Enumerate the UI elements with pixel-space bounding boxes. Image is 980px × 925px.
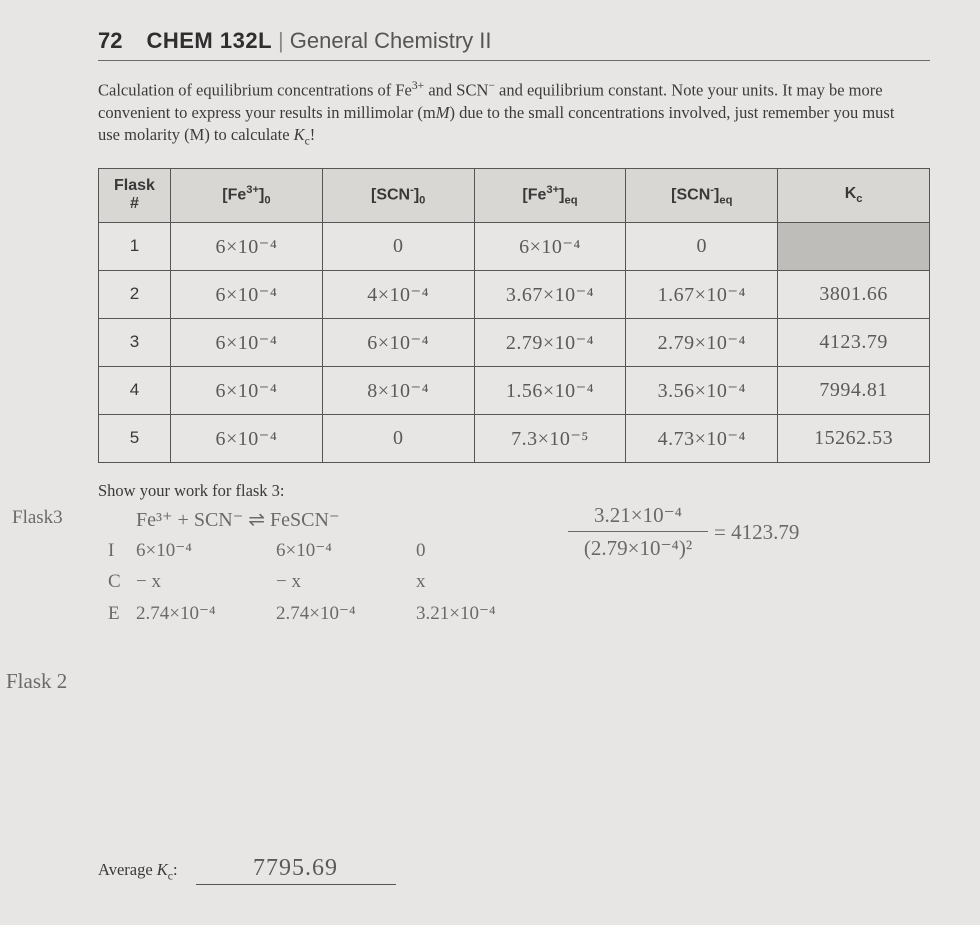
worksheet-page: 72 CHEM 132L | General Chemistry II Calc…: [0, 0, 980, 925]
reaction-equation: Fe³⁺ + SCN⁻ ⇌ FeSCN⁻: [136, 505, 930, 536]
flask-num: 3: [99, 318, 171, 366]
cell-scn0: 0: [322, 414, 474, 462]
ice-c-p: x: [416, 567, 556, 596]
kc-calculation: 3.21×10⁻⁴ (2.79×10⁻⁴)² = 4123.79: [568, 499, 799, 565]
col-flask: Flask#: [99, 168, 171, 222]
margin-note-flask3: Flask3: [12, 503, 63, 532]
cell-kc-shaded: [778, 222, 930, 270]
cell-scneq: 0: [626, 222, 778, 270]
table-header-row: Flask# [Fe3+]0 [SCN-]0 [Fe3+]eq [SCN-]eq…: [99, 168, 930, 222]
col-scneq: [SCN-]eq: [626, 168, 778, 222]
cell-kc: 3801.66: [778, 270, 930, 318]
ice-e-label: E: [108, 599, 136, 628]
course-code: CHEM 132L: [146, 28, 272, 54]
ice-i-label: I: [108, 536, 136, 565]
equilibrium-table: Flask# [Fe3+]0 [SCN-]0 [Fe3+]eq [SCN-]eq…: [98, 168, 930, 463]
cell-fe0: 6×10⁻⁴: [171, 270, 323, 318]
table-row: 1 6×10⁻⁴ 0 6×10⁻⁴ 0: [99, 222, 930, 270]
course-title: General Chemistry II: [290, 28, 492, 54]
flask-num: 1: [99, 222, 171, 270]
col-feeq: [Fe3+]eq: [474, 168, 626, 222]
show-work-label: Show your work for flask 3:: [98, 481, 930, 501]
margin-note-flask2: Flask 2: [6, 665, 67, 698]
table-row: 5 6×10⁻⁴ 0 7.3×10⁻⁵ 4.73×10⁻⁴ 15262.53: [99, 414, 930, 462]
ice-i-scn: 6×10⁻⁴: [276, 536, 416, 565]
ice-table: I 6×10⁻⁴ 6×10⁻⁴ 0 C − x − x x E 2.74×10⁻…: [108, 536, 930, 628]
flask-num: 5: [99, 414, 171, 462]
kc-denominator: (2.79×10⁻⁴)²: [584, 532, 692, 565]
cell-feeq: 6×10⁻⁴: [474, 222, 626, 270]
cell-scn0: 8×10⁻⁴: [322, 366, 474, 414]
cell-scneq: 4.73×10⁻⁴: [626, 414, 778, 462]
handwritten-work: Flask3 Flask 2 Fe³⁺ + SCN⁻ ⇌ FeSCN⁻ I 6×…: [98, 505, 930, 655]
ice-i-p: 0: [416, 536, 556, 565]
instructions-text: Calculation of equilibrium concentration…: [98, 79, 930, 150]
ice-c-label: C: [108, 567, 136, 596]
cell-scneq: 2.79×10⁻⁴: [626, 318, 778, 366]
average-row: Average Kc: 7795.69: [98, 855, 930, 885]
cell-feeq: 1.56×10⁻⁴: [474, 366, 626, 414]
cell-feeq: 2.79×10⁻⁴: [474, 318, 626, 366]
average-label: Average Kc:: [98, 860, 178, 882]
cell-scn0: 6×10⁻⁴: [322, 318, 474, 366]
kc-numerator: 3.21×10⁻⁴: [594, 499, 682, 532]
cell-fe0: 6×10⁻⁴: [171, 318, 323, 366]
ice-c-fe: − x: [136, 567, 276, 596]
table-row: 2 6×10⁻⁴ 4×10⁻⁴ 3.67×10⁻⁴ 1.67×10⁻⁴ 3801…: [99, 270, 930, 318]
table-row: 3 6×10⁻⁴ 6×10⁻⁴ 2.79×10⁻⁴ 2.79×10⁻⁴ 4123…: [99, 318, 930, 366]
col-kc: Kc: [778, 168, 930, 222]
ice-i-fe: 6×10⁻⁴: [136, 536, 276, 565]
table-row: 4 6×10⁻⁴ 8×10⁻⁴ 1.56×10⁻⁴ 3.56×10⁻⁴ 7994…: [99, 366, 930, 414]
cell-kc: 4123.79: [778, 318, 930, 366]
header-divider: |: [278, 28, 284, 54]
flask-num: 2: [99, 270, 171, 318]
cell-kc: 7994.81: [778, 366, 930, 414]
cell-feeq: 7.3×10⁻⁵: [474, 414, 626, 462]
page-number: 72: [98, 28, 122, 54]
ice-e-fe: 2.74×10⁻⁴: [136, 599, 276, 628]
cell-scneq: 3.56×10⁻⁴: [626, 366, 778, 414]
ice-e-scn: 2.74×10⁻⁴: [276, 599, 416, 628]
average-value: 7795.69: [196, 855, 396, 885]
col-scn0: [SCN-]0: [322, 168, 474, 222]
flask-num: 4: [99, 366, 171, 414]
cell-fe0: 6×10⁻⁴: [171, 414, 323, 462]
ice-c-scn: − x: [276, 567, 416, 596]
cell-fe0: 6×10⁻⁴: [171, 222, 323, 270]
cell-feeq: 3.67×10⁻⁴: [474, 270, 626, 318]
cell-fe0: 6×10⁻⁴: [171, 366, 323, 414]
page-header: 72 CHEM 132L | General Chemistry II: [98, 28, 930, 61]
cell-scneq: 1.67×10⁻⁴: [626, 270, 778, 318]
col-fe0: [Fe3+]0: [171, 168, 323, 222]
cell-scn0: 4×10⁻⁴: [322, 270, 474, 318]
ice-e-p: 3.21×10⁻⁴: [416, 599, 556, 628]
cell-scn0: 0: [322, 222, 474, 270]
cell-kc: 15262.53: [778, 414, 930, 462]
kc-result: = 4123.79: [714, 516, 799, 549]
